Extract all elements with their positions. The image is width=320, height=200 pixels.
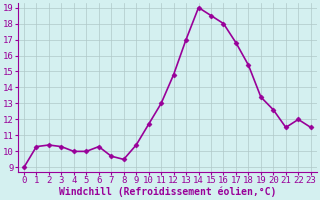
X-axis label: Windchill (Refroidissement éolien,°C): Windchill (Refroidissement éolien,°C) [59, 187, 276, 197]
